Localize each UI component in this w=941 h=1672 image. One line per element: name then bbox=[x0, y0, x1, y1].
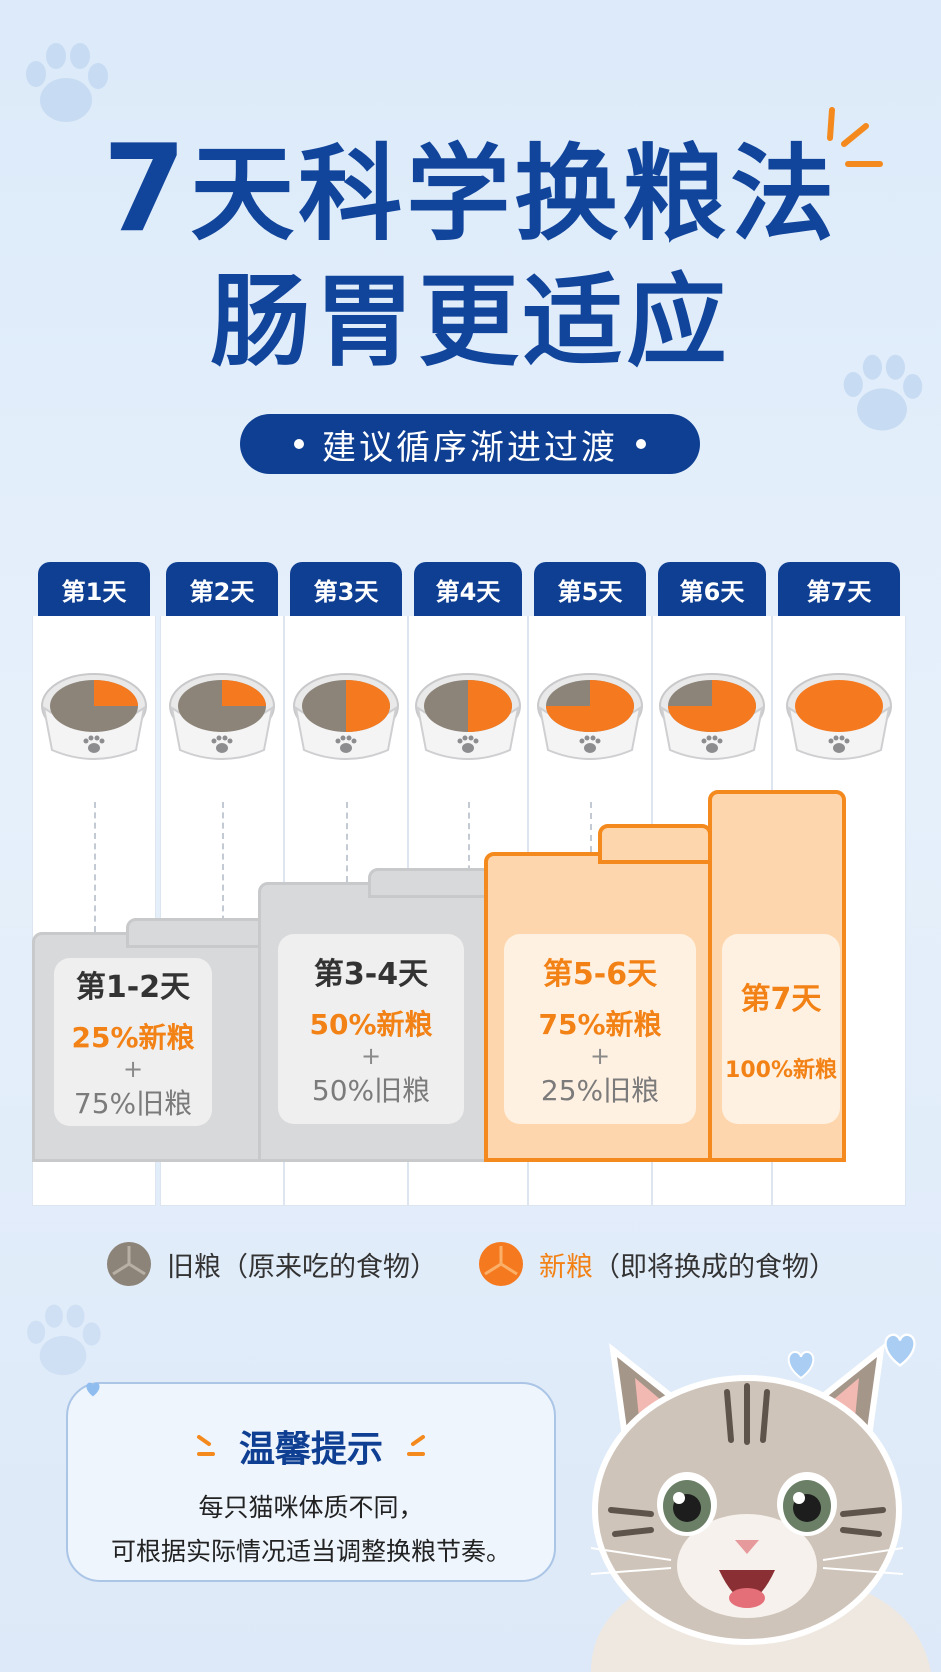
subtitle-pill: 建议循序渐进过渡 bbox=[240, 414, 700, 474]
heart-icon bbox=[787, 1350, 815, 1380]
stage-new-ratio: 75%新粮 bbox=[538, 1008, 662, 1041]
title-number: 7 bbox=[102, 120, 191, 259]
legend-item-new: 新粮（即将换成的食物） bbox=[477, 1240, 836, 1288]
step-block bbox=[598, 824, 712, 864]
legend-old-name: 旧粮 bbox=[167, 1251, 221, 1283]
subtitle-text: 建议循序渐进过渡 bbox=[322, 427, 618, 468]
tip-line-1: 每只猫咪体质不同， bbox=[198, 1493, 424, 1522]
stage-old-ratio: 75%旧粮 bbox=[73, 1087, 193, 1120]
guide-line bbox=[346, 802, 348, 882]
day-schedule: 第1天 第2天 第3天 第4天 第5天 第6天 第7天 第1-2天 25%新粮 +75%旧粮 第3-… bbox=[32, 562, 906, 1206]
bullet-dot bbox=[636, 439, 646, 449]
day-tab: 第2天 bbox=[166, 562, 278, 616]
stage-card: 第7天 100%新粮 bbox=[722, 934, 840, 1124]
stage-plus: + bbox=[589, 1042, 611, 1070]
stage-card: 第3-4天 50%新粮 +50%旧粮 bbox=[278, 934, 464, 1124]
spark-left-icon bbox=[196, 1435, 215, 1456]
spark-right-icon bbox=[407, 1435, 425, 1456]
heart-icon bbox=[86, 1382, 100, 1397]
stage-new-ratio: 25%新粮 bbox=[71, 1021, 195, 1054]
legend-item-old: 旧粮（原来吃的食物） bbox=[105, 1240, 437, 1288]
page-title: 7天科学换粮法 bbox=[0, 130, 941, 255]
day-tab: 第3天 bbox=[290, 562, 402, 616]
food-bowl-icon bbox=[659, 673, 765, 760]
food-bowl-icon bbox=[41, 673, 147, 760]
day-tab: 第4天 bbox=[414, 562, 522, 616]
guide-line bbox=[222, 802, 224, 932]
food-bowl-icon bbox=[169, 673, 275, 760]
sparkle-rays-icon bbox=[827, 107, 883, 167]
guide-line bbox=[590, 802, 592, 852]
legend-new-name: 新粮 bbox=[539, 1251, 593, 1283]
stage-plus: + bbox=[360, 1042, 382, 1070]
day-tab: 第5天 bbox=[534, 562, 646, 616]
food-bowl-icon bbox=[537, 673, 643, 760]
paw-print-icon bbox=[27, 1304, 101, 1376]
stage-old-ratio: 50%旧粮 bbox=[311, 1074, 431, 1107]
stage-label: 第3-4天 bbox=[313, 957, 429, 992]
old-food-kibble-icon bbox=[107, 1242, 151, 1286]
tip-line-2: 可根据实际情况适当调整换粮节奏。 bbox=[110, 1537, 511, 1566]
guide-line bbox=[468, 802, 470, 882]
food-bowl-icon bbox=[415, 673, 521, 760]
stage-new-ratio: 50%新粮 bbox=[309, 1008, 433, 1041]
title-text: 天科学换粮法 bbox=[190, 133, 839, 255]
bullet-dot bbox=[294, 439, 304, 449]
new-food-kibble-icon bbox=[479, 1242, 523, 1286]
heart-icon bbox=[884, 1333, 916, 1367]
stage-new-ratio: 100%新粮 bbox=[725, 1058, 837, 1083]
day-tab: 第7天 bbox=[778, 562, 900, 616]
tip-bubble: 温馨提示 每只猫咪体质不同， 可根据实际情况适当调整换粮节奏。 bbox=[66, 1382, 556, 1582]
stage-card: 第5-6天 75%新粮 +25%旧粮 bbox=[504, 934, 696, 1124]
stage-plus: + bbox=[122, 1055, 144, 1083]
guide-line bbox=[94, 802, 96, 932]
day-tab: 第6天 bbox=[658, 562, 766, 616]
legend-old-desc: （原来吃的食物） bbox=[221, 1251, 437, 1283]
paw-print-icon bbox=[26, 43, 108, 122]
food-bowl-icon bbox=[293, 673, 399, 760]
tip-title: 温馨提示 bbox=[238, 1429, 383, 1470]
legend-new-desc: （即将换成的食物） bbox=[593, 1251, 836, 1283]
stage-label: 第1-2天 bbox=[75, 970, 191, 1005]
legend: 旧粮（原来吃的食物） 新粮（即将换成的食物） bbox=[0, 1240, 941, 1288]
stage-card: 第1-2天 25%新粮 +75%旧粮 bbox=[54, 958, 212, 1126]
kitten-illustration bbox=[590, 1342, 931, 1672]
stage-label: 第7天 bbox=[740, 982, 822, 1017]
stage-label: 第5-6天 bbox=[542, 957, 658, 992]
day-tab: 第1天 bbox=[38, 562, 150, 616]
paw-print-icon bbox=[843, 354, 923, 431]
page-subtitle-line: 肠胃更适应 bbox=[210, 263, 731, 380]
stage-old-ratio: 25%旧粮 bbox=[540, 1074, 660, 1107]
food-bowl-icon bbox=[786, 673, 892, 760]
